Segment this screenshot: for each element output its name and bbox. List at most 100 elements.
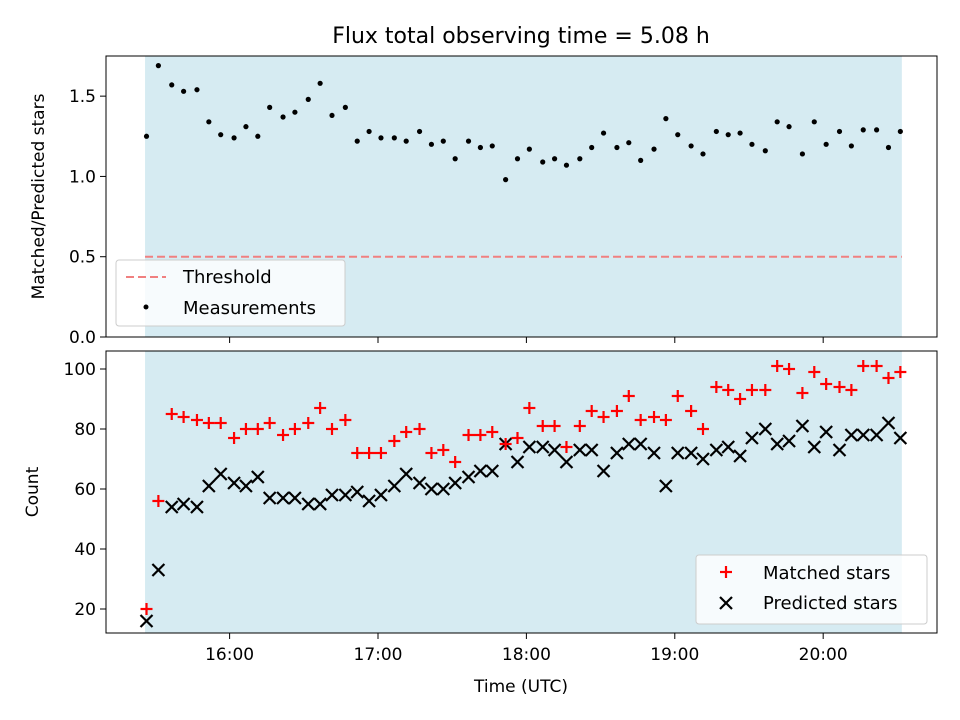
- measurement-point: [465, 138, 472, 144]
- predicted-star-point: [770, 437, 784, 451]
- measurement-point: [540, 159, 546, 165]
- predicted-star-point: [758, 422, 773, 436]
- measurement-point: [329, 112, 335, 119]
- matched-star-point: [314, 402, 327, 414]
- predicted-star-point: [485, 464, 500, 478]
- matched-star-point: [202, 417, 215, 429]
- matched-star-point: [388, 435, 401, 447]
- matched-star-point: [326, 423, 339, 435]
- predicted-star-point: [227, 476, 241, 490]
- matched-star-point: [597, 411, 610, 423]
- measurement-point: [651, 146, 657, 152]
- predicted-star-point: [239, 479, 253, 493]
- measurement-point: [749, 141, 755, 147]
- predicted-star-point: [139, 614, 154, 628]
- matched-star-point: [165, 408, 178, 420]
- predicted-star-point: [633, 437, 648, 451]
- top-legend-box: [115, 259, 346, 327]
- matched-star-point: [511, 432, 524, 444]
- measurement-point: [737, 130, 743, 136]
- matched-star-point: [523, 402, 536, 414]
- measurement-point: [762, 148, 768, 154]
- predicted-star-point: [881, 416, 896, 430]
- predicted-star-point: [387, 479, 402, 493]
- matched-star-point: [437, 444, 450, 456]
- matched-star-point: [783, 363, 796, 375]
- measurement-point: [713, 128, 719, 135]
- bottom-ytick-label: 40: [74, 540, 96, 560]
- measurement-point: [563, 162, 570, 168]
- predicted-star-point: [251, 470, 265, 484]
- measurement-point: [317, 80, 323, 86]
- measurement-point: [514, 156, 521, 162]
- predicted-star-point: [832, 443, 847, 457]
- bottom-xtick-label: 16:00: [205, 645, 254, 665]
- matched-star-point: [560, 441, 573, 453]
- predicted-stars-series: [139, 416, 908, 628]
- measurement-point: [675, 132, 681, 138]
- matched-star-point: [425, 447, 438, 459]
- matched-stars-series: [140, 360, 907, 615]
- predicted-star-point: [547, 443, 562, 457]
- measurement-point: [342, 104, 348, 110]
- predicted-star-point: [522, 440, 537, 454]
- matched-star-point: [302, 417, 315, 429]
- predicted-star-point: [684, 446, 698, 460]
- predicted-star-point: [670, 446, 685, 460]
- predicted-legend-swatch: [719, 596, 733, 610]
- figure-title: Flux total observing time = 5.08 h: [332, 24, 710, 49]
- predicted-star-point: [733, 449, 747, 463]
- measurement-point: [155, 63, 161, 69]
- top-legend: Threshold Measurements: [115, 259, 346, 327]
- predicted-star-point: [190, 500, 204, 514]
- measurement-point: [305, 96, 311, 102]
- matched-star-point: [796, 387, 809, 399]
- measurement-point: [897, 128, 903, 135]
- matched-star-point: [820, 378, 833, 390]
- matched-star-point: [845, 384, 858, 396]
- bottom-xtick-label: 18:00: [502, 645, 551, 665]
- measurement-point: [489, 143, 495, 149]
- matched-star-point: [486, 426, 499, 438]
- measurement-point: [231, 135, 237, 141]
- predicted-star-point: [362, 494, 376, 508]
- predicted-legend-label: Predicted stars: [763, 593, 897, 614]
- predicted-star-point: [301, 497, 316, 511]
- measurement-point: [143, 133, 150, 139]
- measurement-point: [811, 119, 817, 125]
- matched-legend-swatch: [720, 566, 732, 578]
- predicted-star-point: [782, 434, 796, 448]
- measurement-point: [169, 82, 175, 88]
- bottom-x-ticks: 16:00 17:00 18:00 19:00 20:00: [205, 633, 848, 665]
- measurement-point: [428, 141, 435, 147]
- matched-star-point: [277, 429, 290, 441]
- measurement-point: [403, 138, 409, 144]
- measurement-point: [577, 156, 583, 162]
- matched-star-point: [745, 384, 758, 396]
- matched-star-point: [648, 411, 661, 423]
- top-ytick-label: 1.5: [69, 87, 96, 107]
- predicted-star-point: [559, 455, 574, 469]
- measurement-point: [799, 151, 806, 157]
- predicted-star-point: [844, 428, 859, 442]
- matched-star-point: [462, 429, 475, 441]
- matched-star-point: [857, 360, 870, 372]
- matched-star-point: [710, 381, 723, 393]
- predicted-star-point: [596, 464, 611, 478]
- predicted-star-point: [461, 470, 476, 484]
- predicted-star-point: [338, 488, 353, 502]
- matched-star-point: [870, 360, 883, 372]
- measurement-point: [836, 128, 843, 135]
- predicted-star-point: [213, 467, 228, 481]
- matched-star-point: [228, 432, 241, 444]
- matched-star-point: [610, 405, 623, 417]
- matched-star-point: [263, 417, 276, 429]
- measurement-point: [292, 109, 298, 115]
- measurement-point: [440, 138, 446, 144]
- measurements-series: [143, 63, 903, 183]
- matched-star-point: [351, 447, 364, 459]
- top-ytick-label: 0.5: [69, 248, 96, 268]
- measurement-point: [391, 135, 397, 141]
- measurement-point: [452, 156, 458, 162]
- bottom-ytick-label: 100: [64, 360, 96, 380]
